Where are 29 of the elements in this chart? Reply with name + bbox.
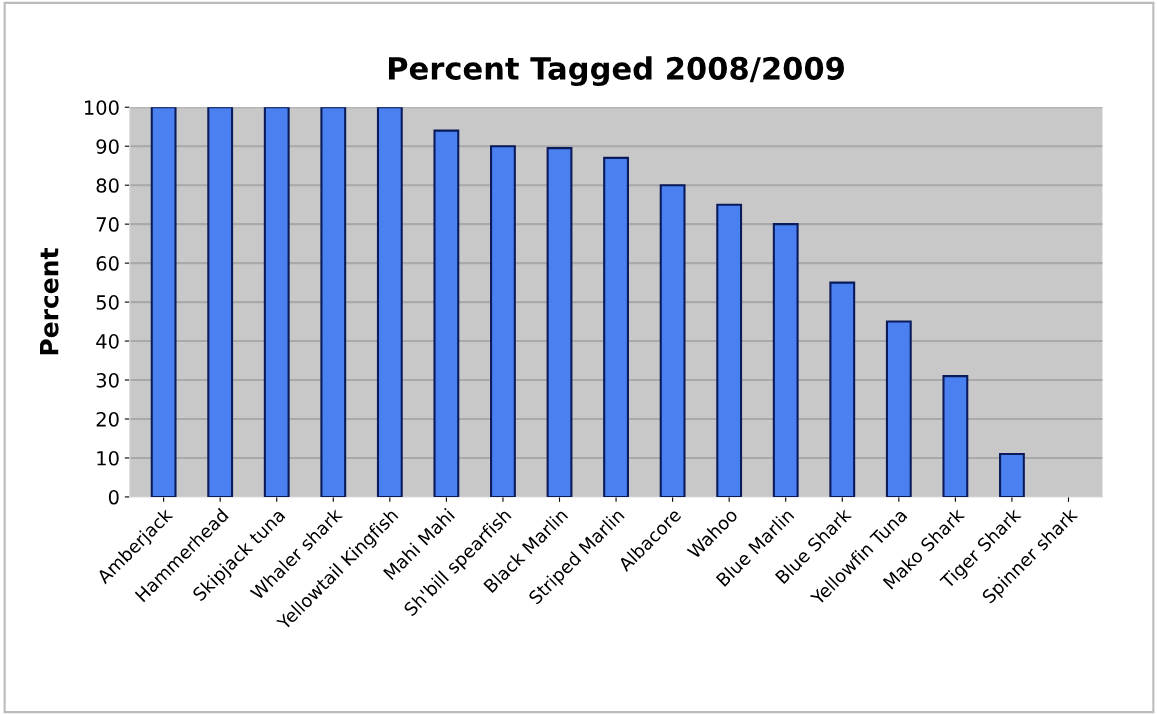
chart-title: Percent Tagged 2008/2009 [388,56,844,87]
bar [659,184,686,497]
y-axis-title: Percent [39,248,59,355]
bar [320,107,347,497]
bar [207,107,234,497]
y-tick-label: 50 [96,295,119,310]
bar [772,223,799,497]
bar [490,145,516,497]
bar [942,375,969,497]
bar [885,320,912,497]
bar [829,281,856,497]
bar [999,453,1025,497]
y-tick-label: 30 [96,372,119,388]
y-tick-label: 80 [96,178,119,193]
y-tick-label: 70 [96,217,119,232]
bar [263,107,290,497]
bar [376,107,403,497]
bar [150,107,177,497]
bar [716,203,743,497]
y-tick-label: 100 [85,100,119,115]
y-tick-label: 0 [108,489,119,505]
bar [603,156,629,497]
y-tick-label: 90 [96,139,119,154]
y-tick-label: 40 [96,334,119,349]
y-tick-label: 20 [96,411,119,427]
y-tick-label: 60 [96,256,119,271]
bar [433,129,460,497]
bar [546,147,573,497]
y-tick-label: 10 [97,450,119,466]
